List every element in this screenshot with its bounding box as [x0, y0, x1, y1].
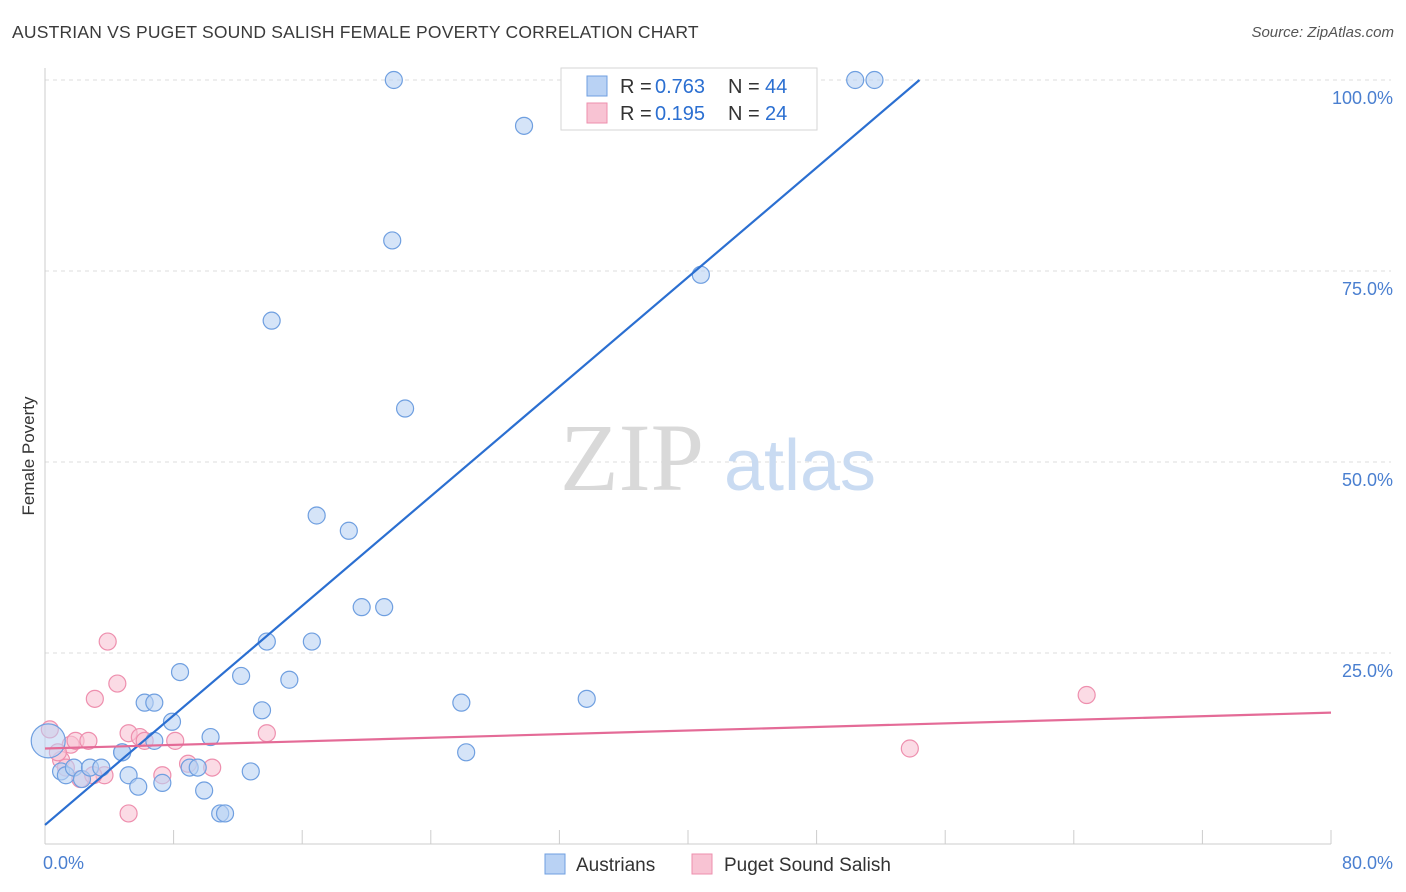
- point-puget-sound-salish-6: [79, 731, 98, 750]
- axes: [44, 68, 1332, 845]
- point-austrians-23: [252, 701, 272, 720]
- point-austrians-38: [577, 689, 596, 708]
- trendline-austrians: [44, 79, 921, 826]
- trendlines: [44, 79, 1332, 826]
- point-austrians-28: [307, 506, 326, 525]
- bottom-legend-swatch-austrians: [544, 853, 566, 875]
- point-puget-sound-salish-18: [257, 724, 276, 743]
- point-austrians-37: [514, 116, 534, 135]
- chart-title: AUSTRIAN VS PUGET SOUND SALISH FEMALE PO…: [12, 22, 699, 42]
- point-austrians-13: [162, 712, 182, 731]
- legend-n-value-puget-sound-salish: 24: [765, 103, 787, 125]
- tick-labels: 25.0% 50.0% 75.0% 100.0% 0.0% 80.0%: [43, 88, 1393, 873]
- point-austrians-27: [302, 632, 321, 651]
- bottom-legend-label-puget-sound-salish: Puget Sound Salish: [724, 855, 891, 876]
- point-austrians-32: [383, 231, 402, 250]
- legend-n-label-austrians: N =: [728, 76, 765, 98]
- legend-n-value-austrians: 44: [765, 76, 787, 98]
- point-austrians-16: [188, 758, 207, 777]
- gridlines: [45, 79, 1391, 654]
- point-austrians-43: [145, 731, 164, 750]
- legend-r-value-puget-sound-salish: 0.195: [655, 103, 705, 125]
- point-austrians-9: [129, 777, 148, 796]
- point-puget-sound-salish-21: [1077, 685, 1096, 705]
- point-austrians-31: [375, 598, 394, 617]
- point-austrians-22: [241, 762, 260, 781]
- legend-r-value-austrians: 0.763: [655, 76, 705, 98]
- point-austrians-17: [195, 781, 214, 800]
- point-austrians-14: [170, 662, 190, 682]
- point-austrians-29: [339, 521, 358, 540]
- point-austrians-21: [232, 666, 251, 686]
- point-austrians-30: [352, 598, 371, 617]
- point-puget-sound-salish-15: [166, 731, 185, 750]
- point-puget-sound-salish-20: [900, 739, 919, 758]
- y-tick-label-1: 50.0%: [1342, 470, 1393, 490]
- legend-n-label-puget-sound-salish: N =: [728, 103, 765, 125]
- point-austrians-18: [201, 727, 220, 747]
- point-austrians-12: [153, 773, 172, 792]
- point-puget-sound-salish-9: [98, 632, 117, 651]
- x-tick-label-end: 80.0%: [1342, 853, 1393, 873]
- bottom-legend-label-austrians: Austrians: [576, 855, 655, 876]
- point-austrians-25: [262, 311, 281, 330]
- legend-swatch-austrians: [586, 75, 608, 97]
- point-austrians-11: [145, 693, 164, 712]
- series-austrians-points: [30, 70, 884, 823]
- x-tick-label-start: 0.0%: [43, 853, 84, 873]
- watermark-atlas: atlas: [724, 426, 876, 506]
- watermark-zip: ZIP: [560, 404, 704, 511]
- y-tick-label-2: 75.0%: [1342, 279, 1393, 299]
- point-puget-sound-salish-7: [85, 689, 104, 708]
- watermark: ZIP atlas: [560, 404, 876, 511]
- chart-source: Source: ZipAtlas.com: [1251, 24, 1394, 41]
- point-puget-sound-salish-19: [119, 804, 138, 823]
- point-austrians-34: [395, 399, 415, 418]
- legend-swatch-puget-sound-salish: [586, 102, 608, 124]
- legend-r-label-puget-sound-salish: R =: [620, 103, 657, 125]
- point-austrians-35: [452, 693, 471, 712]
- point-austrians-6: [92, 758, 111, 777]
- point-austrians-39: [691, 265, 710, 284]
- y-tick-label-3: 100.0%: [1332, 88, 1393, 108]
- point-austrians-41: [865, 70, 884, 90]
- point-austrians-36: [457, 743, 476, 762]
- point-austrians-20: [215, 804, 235, 823]
- y-tick-label-0: 25.0%: [1342, 661, 1393, 681]
- top-legend: R = 0.763 N = 44 R = 0.195 N = 24: [560, 67, 818, 131]
- bottom-legend: Austrians Puget Sound Salish: [544, 853, 891, 876]
- y-axis-title: Female Poverty: [19, 396, 38, 516]
- legend-r-label-austrians: R =: [620, 76, 657, 98]
- trendline-puget-sound-salish: [44, 711, 1332, 750]
- point-austrians-24: [257, 632, 276, 651]
- point-austrians-26: [280, 670, 299, 689]
- point-austrians-40: [846, 70, 865, 90]
- point-austrians-33: [384, 70, 403, 90]
- point-austrians-0: [30, 723, 66, 759]
- point-puget-sound-salish-10: [108, 674, 127, 693]
- bottom-legend-swatch-puget-sound-salish: [691, 853, 713, 875]
